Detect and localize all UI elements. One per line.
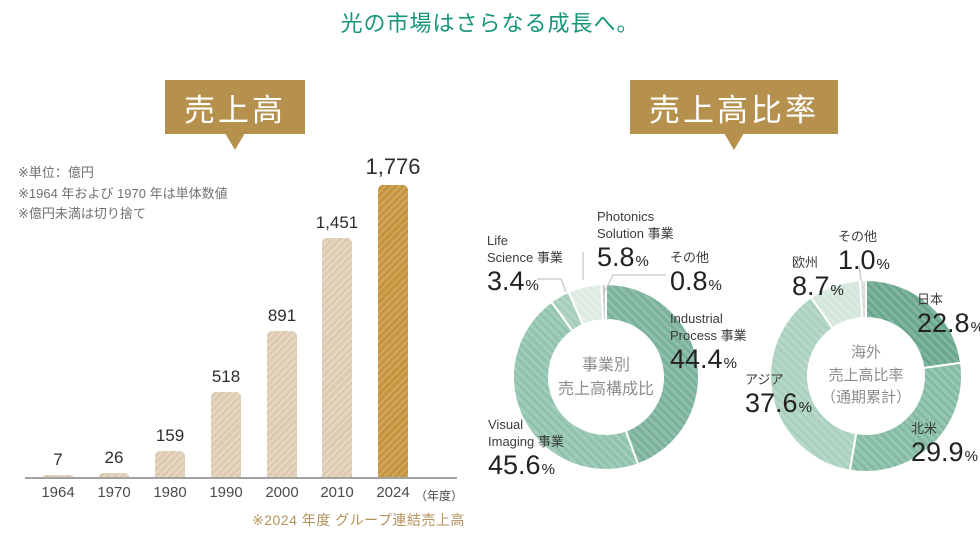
donut1-center-title: 事業別 売上高構成比	[557, 357, 654, 398]
donut2-segment-4	[858, 278, 867, 320]
sales-bar-chart: 7 1964 26 1970 159 1980 518 1990 891 2000 1,451 201…	[25, 150, 464, 510]
axis-unit-label: （年度）	[415, 489, 464, 503]
page-title: 光の市場はさらなる成長へ。	[340, 11, 640, 36]
label-visual-imaging: Visual Imaging 事業 45.6%	[488, 417, 564, 480]
bar-year-1970: 1970	[97, 484, 131, 501]
bar-value-1964: 7	[53, 450, 63, 469]
note-line: ※単位：億円	[18, 165, 94, 180]
label-europe: 欧州 8.7%	[792, 255, 844, 301]
bar-2010	[322, 238, 352, 477]
bar-1980	[155, 451, 185, 477]
donut1-segment-4	[600, 282, 607, 322]
bar-2000	[267, 331, 297, 477]
label-other-business: その他 0.8%	[670, 250, 722, 296]
bar-1964	[43, 475, 73, 477]
bar-value-1990: 518	[211, 367, 241, 386]
label-industrial-process: Industrial Process 事業 44.4%	[670, 311, 747, 374]
label-asia: アジア 37.6%	[745, 372, 812, 418]
ratio-badge: 売上高比率	[630, 80, 838, 150]
x-axis-line	[25, 477, 457, 479]
note-line: ※1964 年および 1970 年は単体数値	[18, 185, 228, 201]
bar-value-1980: 159	[155, 426, 185, 445]
bar-year-2010: 2010	[320, 484, 354, 501]
sales-notes: ※単位：億円 ※1964 年および 1970 年は単体数値 ※億円未満は切り捨て	[18, 163, 228, 225]
bar-1970	[99, 473, 129, 477]
bar-year-2024: 2024	[376, 484, 410, 501]
label-japan: 日本 22.8%	[917, 292, 980, 338]
donut1-segment-3	[567, 283, 605, 327]
bar-2024	[378, 185, 408, 477]
note-line: ※億円未満は切り捨て	[18, 206, 146, 222]
label-other-region: その他 1.0%	[838, 229, 890, 275]
label-photonics-solution: Photonics Solution 事業 5.8%	[597, 209, 674, 272]
bar-value-2024: 1,776	[365, 154, 421, 179]
bar-year-1990: 1990	[209, 484, 243, 501]
sales-footnote: ※2024 年度 グループ連結売上高	[252, 512, 465, 528]
bar-year-1964: 1964	[41, 484, 75, 501]
donut2-center-title: 海外 売上高比率 （通期累計）	[820, 344, 911, 406]
sales-badge: 売上高	[165, 80, 305, 150]
bar-value-1970: 26	[104, 448, 124, 467]
bar-year-1980: 1980	[153, 484, 187, 501]
leader-other-business	[604, 274, 666, 292]
bar-year-2000: 2000	[265, 484, 299, 501]
label-life-science: Life Science 事業 3.4%	[487, 233, 563, 296]
bar-value-2000: 891	[267, 306, 297, 325]
bar-value-2010: 1,451	[315, 213, 359, 232]
label-north-america: 北米 29.9%	[911, 421, 978, 467]
bar-1990	[211, 392, 241, 477]
